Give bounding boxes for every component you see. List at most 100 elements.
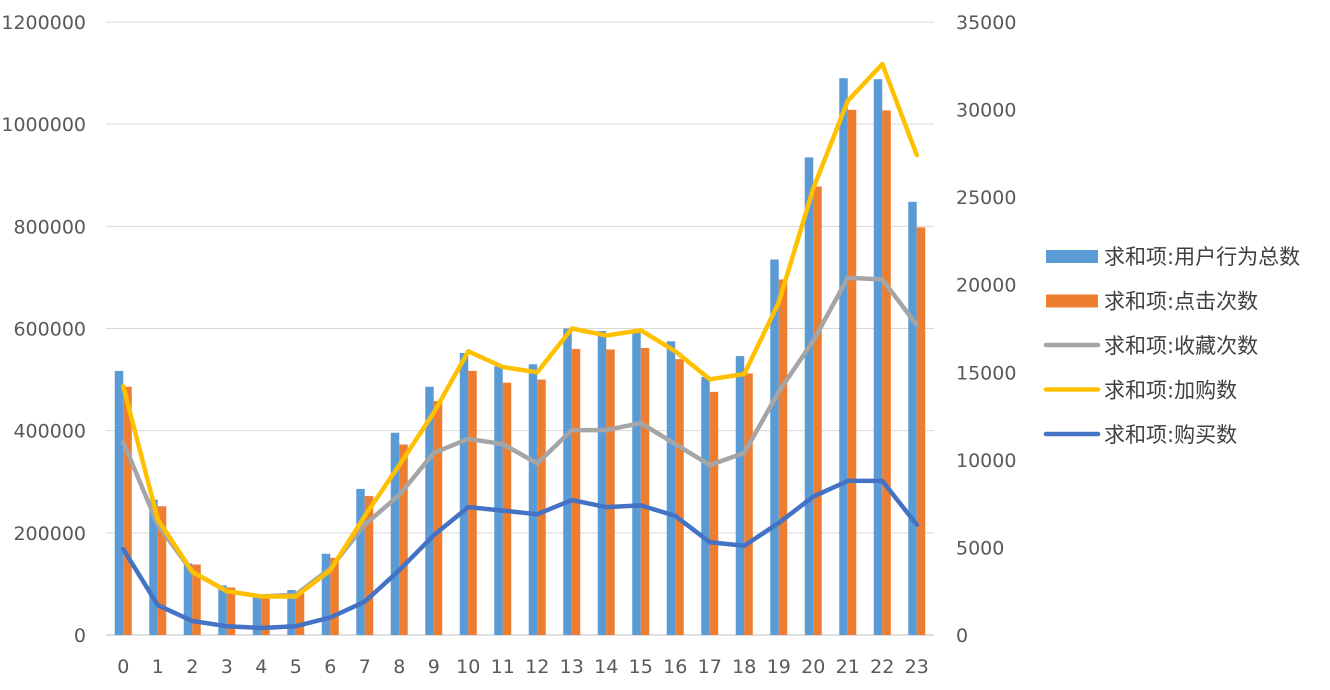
bar-clicks [261,597,270,635]
line-favorites [121,275,920,599]
bar-clicks [123,386,132,635]
left-tick-label: 800000 [13,216,86,238]
right-tick-label: 35000 [956,12,1016,34]
bar-total-behavior [666,341,676,635]
x-tick-label: 14 [594,656,618,678]
x-tick-label: 20 [801,656,825,678]
bar-total-behavior [735,356,745,635]
bar-total-behavior [528,364,538,635]
x-tick-label: 5 [290,656,302,678]
left-tick-label: 1200000 [1,12,86,34]
bar-clicks [709,391,719,635]
bar-total-behavior [252,595,262,635]
left-tick-label: 200000 [13,523,86,545]
bar-clicks [468,370,477,635]
bar-clicks [433,401,443,635]
x-tick-label: 0 [117,656,129,678]
bar-total-behavior [218,585,227,635]
line-add-to-cart [121,61,920,599]
line-purchases [121,478,920,631]
bar-clicks [192,564,201,635]
right-y-axis: 0 5000 10000 15000 20000 25000 30000 35000 [956,12,1016,647]
x-tick-label: 3 [221,656,233,678]
gridlines [106,21,934,636]
bar-clicks [916,227,926,636]
x-tick-label: 2 [186,656,198,678]
x-tick-label: 9 [428,656,440,678]
x-tick-label: 4 [255,656,267,678]
x-tick-label: 6 [324,656,336,678]
legend-label: 求和项:收藏次数 [1104,334,1258,358]
bar-clicks [847,109,857,635]
bar-total-behavior [908,201,917,635]
left-y-axis: 0 200000 400000 600000 800000 1000000 1200000 [1,12,86,647]
left-tick-label: 1000000 [1,114,86,136]
x-tick-label: 8 [393,656,405,678]
x-tick-label: 17 [698,656,722,678]
x-tick-label: 18 [732,656,756,678]
bar-total-behavior [804,157,814,635]
legend-swatch-bar [1046,250,1098,263]
x-tick-label: 23 [905,656,929,678]
bar-clicks [330,557,339,635]
bar-clicks [226,587,236,635]
bar-clicks [295,592,305,635]
bar-clicks [744,373,753,635]
x-axis: 0 1 2 3 4 5 6 7 8 9 10 11 12 13 14 15 16 17 18 19 20 21 22 23 [117,656,929,678]
x-tick-label: 1 [152,656,164,678]
bar-total-behavior [356,488,365,635]
bar-total-behavior [183,563,193,635]
bar-total-behavior [390,432,400,635]
right-tick-label: 0 [956,625,968,647]
x-tick-label: 7 [359,656,371,678]
x-tick-label: 16 [663,656,687,678]
bar-total-behavior [597,331,607,635]
legend-label: 求和项:加购数 [1104,379,1237,403]
bar-clicks [157,506,167,635]
bar-clicks [364,496,374,635]
left-tick-label: 400000 [13,421,86,443]
bar-clicks [640,347,650,635]
x-tick-label: 15 [629,656,653,678]
bar-clicks [675,359,684,635]
x-tick-label: 12 [525,656,549,678]
bar-series-group [114,78,926,636]
bar-total-behavior [425,386,434,635]
line-series-group [121,61,920,631]
bar-total-behavior [770,259,779,635]
bar-clicks [399,444,408,635]
bar-total-behavior [839,78,848,636]
bar-total-behavior [114,370,124,635]
x-tick-label: 21 [836,656,860,678]
bar-clicks [606,349,615,635]
legend-label: 求和项:购买数 [1104,423,1237,447]
x-tick-label: 19 [767,656,791,678]
left-tick-label: 0 [74,625,86,647]
bar-total-behavior [563,328,572,635]
bar-total-behavior [287,590,296,635]
x-tick-label: 13 [560,656,584,678]
x-tick-label: 22 [870,656,894,678]
bar-clicks [778,279,788,635]
right-tick-label: 10000 [956,450,1016,472]
left-tick-label: 600000 [13,319,86,341]
x-tick-label: 11 [491,656,515,678]
right-tick-label: 25000 [956,187,1016,209]
bar-total-behavior [459,353,469,635]
bar-clicks [813,186,822,635]
right-tick-label: 30000 [956,100,1016,122]
legend-swatch-bar [1046,294,1098,308]
bar-total-behavior [321,553,331,635]
right-tick-label: 5000 [956,537,1004,559]
legend-label: 求和项:用户行为总数 [1104,245,1300,269]
x-tick-label: 10 [456,656,480,678]
bar-total-behavior [632,330,641,635]
bar-clicks [537,379,546,635]
bar-total-behavior [494,366,503,635]
bar-total-behavior [701,377,710,635]
bar-total-behavior [149,499,158,635]
right-tick-label: 20000 [956,275,1016,297]
right-tick-label: 15000 [956,362,1016,384]
